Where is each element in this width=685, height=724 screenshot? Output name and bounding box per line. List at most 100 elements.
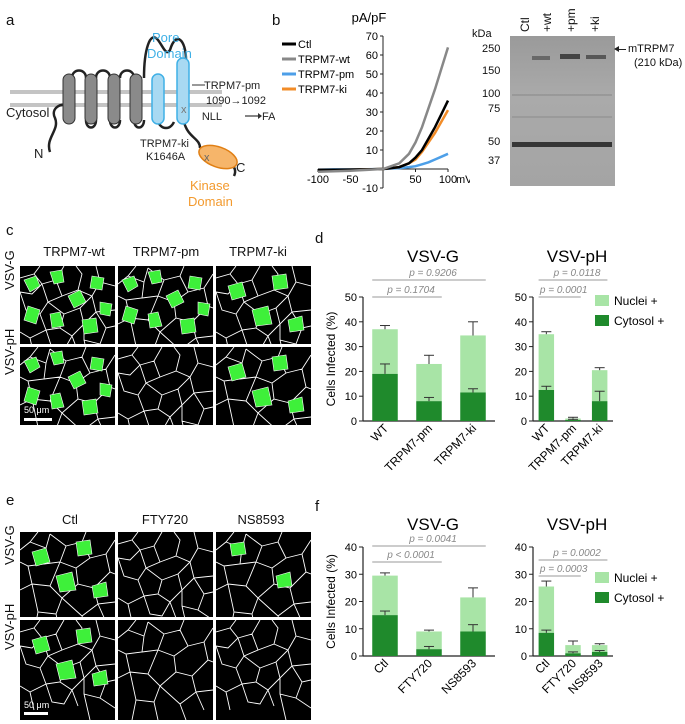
e-scale-label: 50 μm — [24, 700, 50, 710]
iv-x-tick-label: -100 — [307, 174, 329, 186]
iv-x-axis-label: mV — [456, 174, 470, 186]
iv-y-axis-label: pA/pF — [352, 10, 387, 25]
c-scale-label: 50 μm — [24, 405, 50, 415]
bar-chart-title: VSV-pH — [547, 515, 607, 534]
c-row-vsvg: VSV-G — [2, 250, 17, 290]
helix-s5 — [151, 73, 165, 125]
bar-category-label: FTY720 — [395, 656, 435, 696]
bar-y-tick-label: 10 — [345, 624, 357, 636]
pm-mut-to: FAP — [262, 111, 275, 123]
marker-100: 100 — [482, 88, 501, 100]
bar-y-tick-label: 20 — [345, 597, 357, 609]
bar-y-tick-label: 40 — [345, 542, 357, 554]
iv-x-tick-label: -50 — [343, 174, 359, 186]
band-size: (210 kDa) — [634, 57, 683, 69]
n-terminus-label: N — [34, 146, 43, 161]
panel-label-d: d — [315, 230, 324, 247]
bar-y-tick-label: 20 — [515, 366, 527, 378]
blot-membrane — [510, 36, 615, 186]
bar-y-tick-label: 10 — [515, 391, 527, 403]
cytosol-label: Cytosol — [6, 105, 49, 120]
iv-legend-label: TRPM7-ki — [298, 84, 347, 96]
band-name: mTRPM7 — [628, 43, 675, 55]
bar-chart-f-vsvg: VSV-G Cells Infected (%) 0 10 20 30 40 Ctl FTY72… — [325, 515, 495, 697]
bar-segment-cytosol — [460, 392, 486, 421]
bar-segment-cytosol — [416, 649, 442, 656]
blot-kda-label: kDa — [472, 28, 492, 40]
panel-label-f: f — [315, 498, 320, 515]
iv-x-tick-label: 100 — [439, 174, 457, 186]
pm-mutation-mark: x — [181, 104, 187, 116]
bar-y-axis-label: Cells Infected (%) — [325, 554, 338, 649]
c-col-pm: TRPM7-pm — [132, 244, 200, 259]
marker-250: 250 — [482, 43, 501, 55]
pm-mut-from: NLL — [202, 111, 222, 123]
band-arrowhead — [614, 46, 619, 52]
bar-y-tick-label: 10 — [345, 391, 357, 403]
e-col-ctl: Ctl — [62, 512, 78, 527]
bar-segment-cytosol — [460, 631, 486, 656]
bar-y-tick-label: 0 — [521, 416, 527, 428]
c-scale-bar — [24, 418, 52, 421]
kinase-domain-shape — [198, 144, 238, 170]
image-c-ki-vsvph — [216, 347, 311, 425]
bar-segment-nuclei — [591, 370, 608, 402]
p-value-label: p = 0.0041 — [408, 534, 457, 545]
bar-segment-cytosol — [591, 651, 608, 656]
legend-label-cytosol: Cytosol + — [614, 591, 664, 605]
legend-swatch-cytosol — [595, 315, 609, 326]
western-blot-panel: kDa 250 150 100 75 50 37 Ctl +wt +pm +ki… — [468, 0, 685, 210]
image-c-pm-vsvph — [118, 347, 213, 425]
iv-series-line — [317, 47, 450, 174]
lane-wt: +wt — [540, 12, 554, 32]
legend-label-nuclei: Nuclei + — [614, 294, 658, 308]
e-col-fty720: FTY720 — [141, 512, 189, 527]
c-col-wt: TRPM7-wt — [43, 244, 105, 259]
ki-name: TRPM7-ki — [140, 138, 189, 150]
iv-y-tick-label: 20 — [366, 126, 378, 138]
bar-y-tick-label: 0 — [351, 416, 357, 428]
bar-category-label: Ctl — [371, 656, 391, 676]
lane-ki: +ki — [588, 16, 602, 32]
p-value-label: p = 0.0003 — [539, 564, 588, 575]
iv-y-tick-label: 10 — [366, 145, 378, 157]
kinase-domain-label-2: Domain — [188, 194, 233, 209]
bar-segment-cytosol — [565, 653, 581, 656]
iv-legend-label: TRPM7-pm — [298, 69, 354, 81]
bar-y-tick-label: 50 — [515, 292, 527, 304]
bar-segment-cytosol — [538, 632, 555, 656]
helix-s6 — [176, 57, 190, 125]
image-e-fty720-vsvg — [118, 532, 213, 617]
p-value-label: p = 0.0002 — [552, 548, 601, 559]
marker-75: 75 — [488, 103, 501, 115]
bar-y-tick-label: 30 — [515, 342, 527, 354]
bar-chart-title: VSV-G — [407, 247, 459, 266]
image-e-fty720-vsvph — [118, 620, 213, 720]
legend-swatch-cytosol — [595, 592, 609, 603]
panel-label-b: b — [272, 12, 281, 29]
linker-to-kinase — [182, 121, 202, 149]
bar-y-tick-label: 0 — [351, 651, 357, 663]
band-faint-100 — [512, 94, 612, 96]
band-loading-50 — [512, 142, 612, 147]
extracellular-loops — [70, 36, 188, 79]
bar-y-tick-label: 40 — [515, 542, 527, 554]
marker-37: 37 — [488, 155, 501, 167]
p-value-label: p = 0.9206 — [408, 268, 457, 279]
bar-y-tick-label: 50 — [345, 292, 357, 304]
c-terminus-label: C — [236, 160, 245, 175]
legend-swatch-nuclei — [595, 572, 609, 583]
helix-s1 — [62, 73, 76, 125]
bar-segment-cytosol — [416, 401, 442, 421]
bar-category-label: TRPM7-pm — [382, 421, 435, 474]
bar-y-tick-label: 0 — [521, 651, 527, 663]
helix-s3 — [107, 73, 121, 125]
p-value-label: p = 0.1704 — [386, 285, 435, 296]
image-c-wt-vsvph — [20, 347, 115, 425]
iv-legend-label: TRPM7-wt — [298, 54, 350, 66]
pore-domain-label-2: Domain — [147, 46, 192, 61]
kinase-domain-label-1: Kinase — [190, 178, 230, 193]
bar-segment-cytosol — [372, 615, 398, 656]
